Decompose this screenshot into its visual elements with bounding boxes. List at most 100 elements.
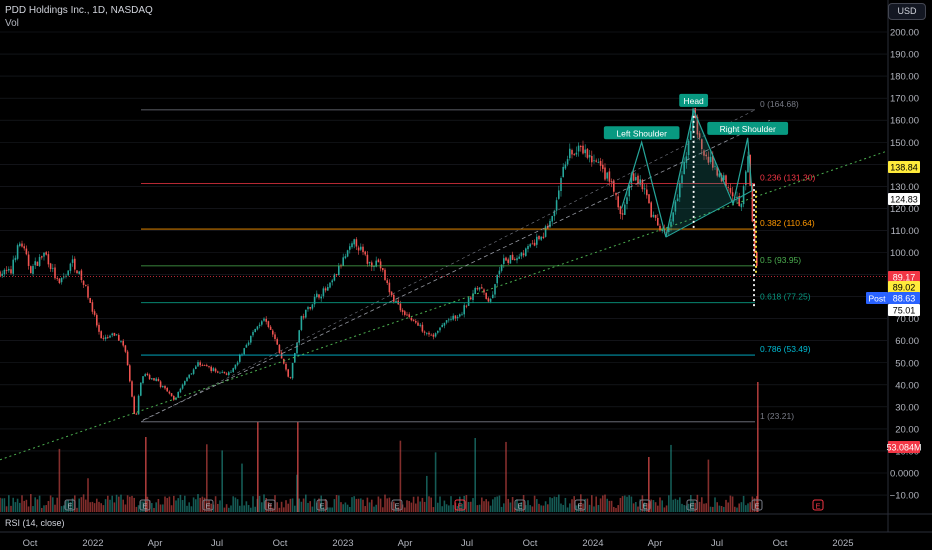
- volume-bar: [287, 503, 289, 512]
- candle-body: [274, 334, 276, 339]
- volume-bar: [714, 497, 716, 512]
- candle-body: [564, 164, 567, 169]
- candle-body: [43, 252, 45, 257]
- volume-bar: [474, 437, 476, 512]
- volume-bar: [344, 502, 347, 512]
- volume-bar: [670, 444, 672, 512]
- volume-spike: [757, 382, 759, 512]
- volume-bar: [650, 499, 652, 512]
- candle-body: [591, 155, 593, 163]
- volume-bar: [734, 506, 736, 512]
- candle-body: [188, 374, 190, 378]
- pattern-label-bg: [679, 93, 709, 107]
- candle-body: [63, 276, 65, 278]
- candle-body: [544, 226, 547, 237]
- candle-body: [461, 313, 463, 315]
- candle-body: [745, 171, 747, 186]
- volume-bar: [621, 496, 624, 512]
- volume-bar: [388, 497, 391, 512]
- price-tick-label: 50.00: [895, 358, 919, 369]
- candle-body: [514, 259, 516, 261]
- price-tag-bg: [888, 292, 920, 304]
- volume-bar: [38, 495, 41, 512]
- earnings-marker: E: [454, 499, 466, 511]
- volume-bar: [1, 498, 3, 512]
- candle-body: [613, 180, 615, 192]
- volume-bar: [69, 501, 72, 512]
- symbol-title[interactable]: PDD Holdings Inc., 1D, NASDAQ: [5, 5, 153, 16]
- volume-bar: [505, 441, 507, 512]
- volume-bar: [355, 498, 358, 512]
- volume-bar: [749, 502, 751, 512]
- candle-body: [201, 365, 204, 366]
- volume-bar: [78, 498, 80, 512]
- rsi-pane-label[interactable]: RSI (14, close): [5, 518, 65, 528]
- candle-body: [60, 277, 63, 283]
- candle-body: [148, 374, 151, 380]
- volume-bar: [525, 505, 527, 512]
- candle-body: [137, 395, 140, 415]
- candle-body: [551, 215, 553, 222]
- volume-bar: [331, 507, 333, 512]
- volume-bar: [63, 505, 65, 512]
- candle-body: [507, 259, 509, 263]
- volume-bar: [311, 506, 314, 512]
- volume-bar: [241, 463, 243, 512]
- volume-bar: [36, 499, 39, 512]
- volume-bar: [173, 495, 175, 512]
- volume-bar: [602, 495, 604, 512]
- candle-body: [245, 344, 248, 348]
- time-tick-label: 2024: [582, 538, 603, 549]
- earnings-marker-box: [316, 499, 328, 511]
- volume-bar: [562, 504, 564, 512]
- price-tag-prefix-bg: [866, 292, 888, 304]
- candle-body: [393, 294, 395, 302]
- volume-bar: [89, 502, 91, 512]
- candle-body: [329, 282, 331, 288]
- volume-bar: [188, 502, 190, 512]
- currency-button[interactable]: USD: [888, 3, 926, 20]
- candle-body: [71, 259, 74, 263]
- candle-body: [34, 261, 36, 266]
- candle-body: [489, 298, 492, 302]
- volume-bar: [707, 459, 710, 512]
- candle-body: [450, 318, 452, 320]
- volume-bar: [452, 505, 454, 512]
- volume-bar: [496, 496, 498, 512]
- candle-body: [485, 292, 487, 299]
- candle-body: [635, 177, 637, 181]
- price-tag: 89.02: [888, 281, 920, 293]
- earnings-marker: E: [64, 499, 76, 511]
- volume-bar: [142, 501, 144, 512]
- candle-body: [67, 270, 69, 276]
- volume-label[interactable]: Vol: [5, 18, 19, 29]
- volume-bar: [450, 496, 452, 512]
- volume-bar: [100, 503, 102, 512]
- volume-bar: [441, 506, 443, 512]
- candle-body: [307, 307, 309, 310]
- volume-bar: [232, 496, 234, 512]
- volume-bar: [239, 505, 241, 512]
- volume-bar: [360, 498, 362, 512]
- volume-bar: [118, 496, 120, 512]
- price-tick-label: 0.0000: [890, 469, 919, 480]
- volume-bar: [236, 499, 239, 512]
- pattern-label: Left Shoulder: [603, 126, 680, 140]
- volume-bar: [109, 499, 111, 512]
- candle-body: [258, 324, 261, 327]
- candle-body: [89, 297, 91, 303]
- volume-bar: [371, 499, 373, 512]
- volume-bar: [718, 505, 721, 512]
- volume-bar: [619, 497, 622, 512]
- candle-body: [470, 297, 472, 300]
- candle-body: [542, 236, 545, 239]
- volume-bar: [107, 495, 109, 512]
- candle-body: [129, 365, 131, 382]
- volume-bar: [632, 503, 635, 512]
- volume-bar: [283, 507, 285, 512]
- candle-body: [14, 257, 17, 261]
- volume-bar: [225, 504, 228, 512]
- volume-bar: [478, 504, 481, 512]
